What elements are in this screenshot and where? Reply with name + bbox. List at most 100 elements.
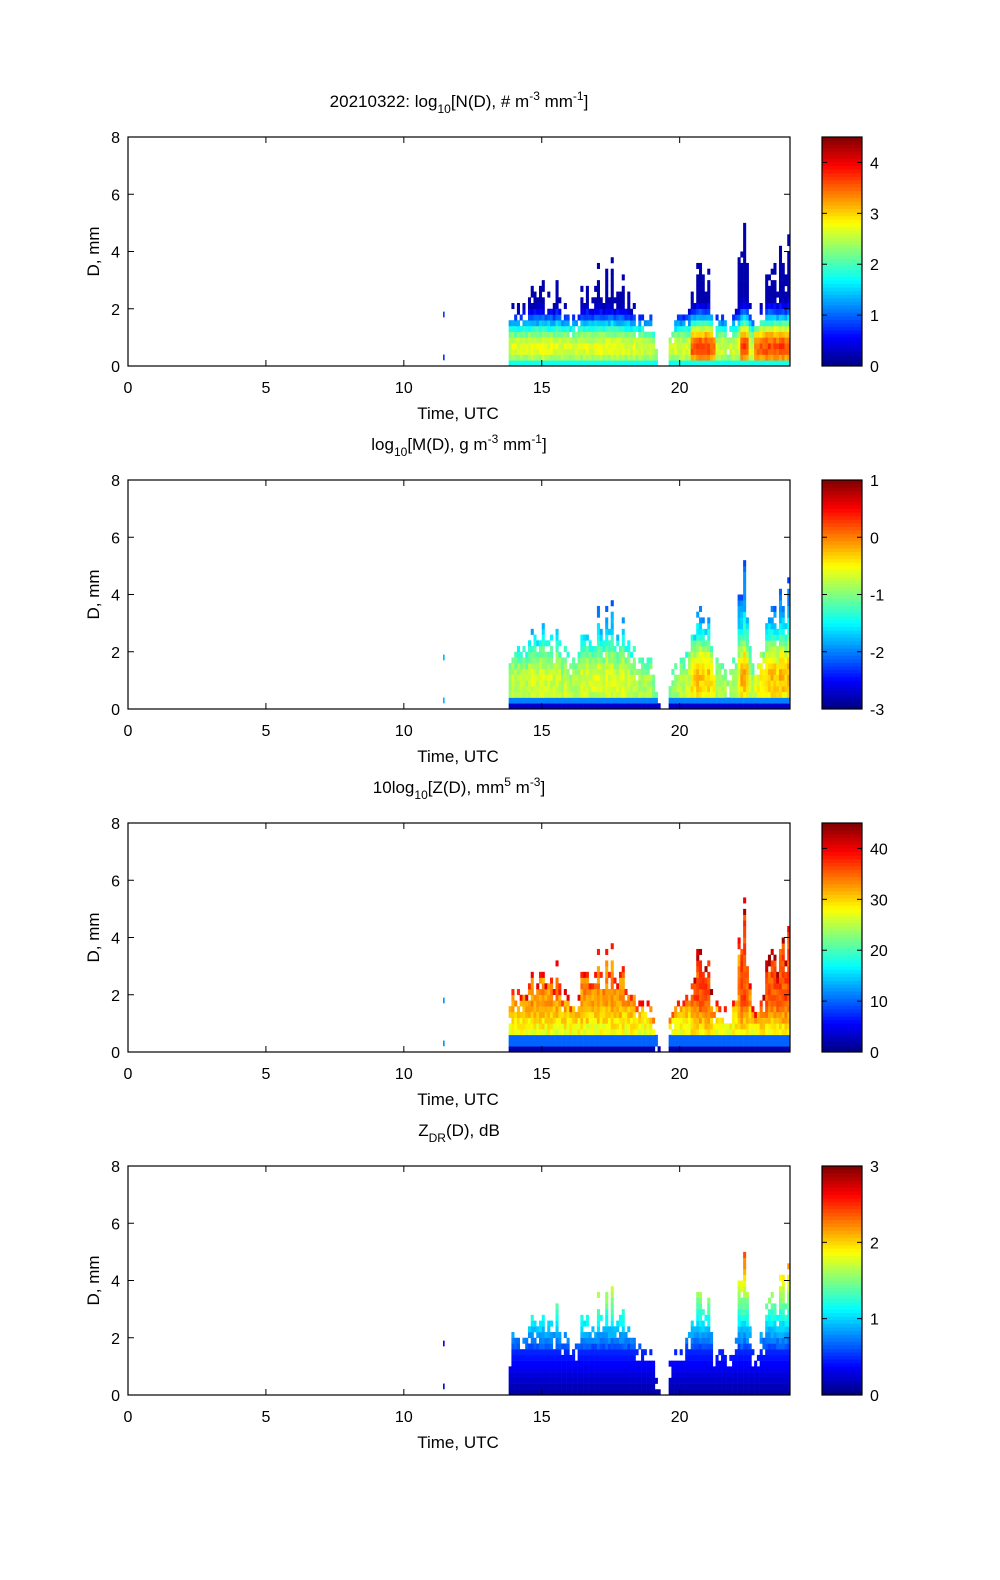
heatmap-cell <box>723 1366 727 1373</box>
heatmap-cell <box>613 1332 617 1339</box>
heatmap-cell <box>787 1320 791 1327</box>
heatmap-cell <box>563 1332 567 1339</box>
heatmap-cell <box>693 1326 697 1333</box>
heatmap-cell <box>743 588 747 595</box>
heatmap-cell <box>737 634 741 641</box>
heatmap-cell <box>599 1337 603 1344</box>
heatmap-cell <box>787 262 791 269</box>
heatmap-cell <box>776 634 780 641</box>
heatmap-cell <box>649 1372 653 1379</box>
heatmap-cell <box>566 674 570 681</box>
heatmap-cell <box>525 343 529 350</box>
heatmap-cell <box>646 674 650 681</box>
heatmap-cell <box>641 337 645 344</box>
heatmap-cell <box>693 325 697 332</box>
heatmap-cell <box>621 1017 625 1024</box>
heatmap-cell <box>607 1011 612 1018</box>
heatmap-cell <box>704 1377 708 1384</box>
heatmap-cell <box>778 1383 783 1390</box>
heatmap-cell <box>594 285 598 292</box>
heatmap-cell <box>770 1303 774 1310</box>
heatmap-cell <box>566 1366 570 1373</box>
heatmap-cell <box>621 297 625 304</box>
heatmap-cell <box>698 1314 703 1321</box>
heatmap-cell <box>514 348 518 355</box>
heatmap-cell <box>618 657 623 664</box>
heatmap-cell <box>729 1389 733 1396</box>
heatmap-cell <box>555 1034 559 1041</box>
heatmap-cell <box>657 1389 661 1396</box>
heatmap-cell <box>607 646 612 653</box>
heatmap-cell <box>605 1017 609 1024</box>
heatmap-cell <box>649 663 653 670</box>
heatmap-cell <box>607 360 612 367</box>
heatmap-cell <box>596 1000 600 1007</box>
colorbar-segment <box>822 966 862 971</box>
heatmap-cell <box>748 983 752 990</box>
heatmap-cell <box>652 1029 656 1036</box>
heatmap-cell <box>607 314 612 321</box>
heatmap-cell <box>538 343 543 350</box>
heatmap-cell <box>605 646 609 653</box>
colorbar-segment <box>822 919 862 924</box>
heatmap-cell <box>577 1360 581 1367</box>
heatmap-cell <box>707 325 711 332</box>
heatmap-cell <box>511 1006 515 1013</box>
heatmap-cell <box>552 1389 556 1396</box>
heatmap-cell <box>748 1029 752 1036</box>
heatmap-cell <box>762 1366 766 1373</box>
heatmap-cell <box>687 691 691 698</box>
heatmap-cell <box>693 1366 697 1373</box>
heatmap-cell <box>707 989 711 996</box>
heatmap-cell <box>751 691 755 698</box>
heatmap-cell <box>712 1377 716 1384</box>
heatmap-cell <box>696 1000 700 1007</box>
heatmap-cell <box>522 1046 526 1053</box>
heatmap-cell <box>630 1377 634 1384</box>
heatmap-cell <box>693 651 697 658</box>
heatmap-cell <box>759 354 763 361</box>
heatmap-cell <box>668 337 672 344</box>
heatmap-cell <box>698 1343 703 1350</box>
heatmap-cell <box>519 691 523 698</box>
heatmap-cell <box>748 1006 752 1013</box>
heatmap-cell <box>643 668 647 675</box>
heatmap-cell <box>547 1360 551 1367</box>
heatmap-cell <box>594 703 598 710</box>
heatmap-cell <box>740 1286 744 1293</box>
heatmap-cell <box>580 308 584 315</box>
heatmap-cell <box>778 1349 783 1356</box>
heatmap-cell <box>591 1011 595 1018</box>
heatmap-cell <box>511 343 515 350</box>
heatmap-cell <box>602 663 606 670</box>
heatmap-cell <box>527 297 532 304</box>
heatmap-cell <box>511 1337 515 1344</box>
heatmap-cell <box>787 1011 791 1018</box>
heatmap-cell <box>596 331 600 338</box>
heatmap-cell <box>536 1034 540 1041</box>
heatmap-cell <box>511 1332 515 1339</box>
heatmap-cell <box>591 1377 595 1384</box>
colorbar-segment <box>822 612 862 617</box>
heatmap-cell <box>773 1000 777 1007</box>
heatmap-cell <box>690 646 694 653</box>
heatmap-cell <box>740 623 744 630</box>
heatmap-cell <box>585 994 589 1001</box>
heatmap-cell <box>701 663 705 670</box>
heatmap-cell <box>541 657 545 664</box>
heatmap-cell <box>602 703 606 710</box>
heatmap-cell <box>630 1006 634 1013</box>
heatmap-cell <box>610 1006 614 1013</box>
x-tick-label: 20 <box>671 723 689 740</box>
heatmap-cell <box>591 1000 595 1007</box>
heatmap-cell <box>776 668 780 675</box>
heatmap-cell <box>596 651 600 658</box>
heatmap-cell <box>643 354 647 361</box>
heatmap-cell <box>605 977 609 984</box>
heatmap-cell <box>718 674 722 681</box>
heatmap-cell <box>563 1366 567 1373</box>
heatmap-cell <box>698 360 703 367</box>
heatmap-cell <box>632 994 636 1001</box>
colorbar-segment <box>822 923 862 928</box>
heatmap-cell <box>701 680 705 687</box>
